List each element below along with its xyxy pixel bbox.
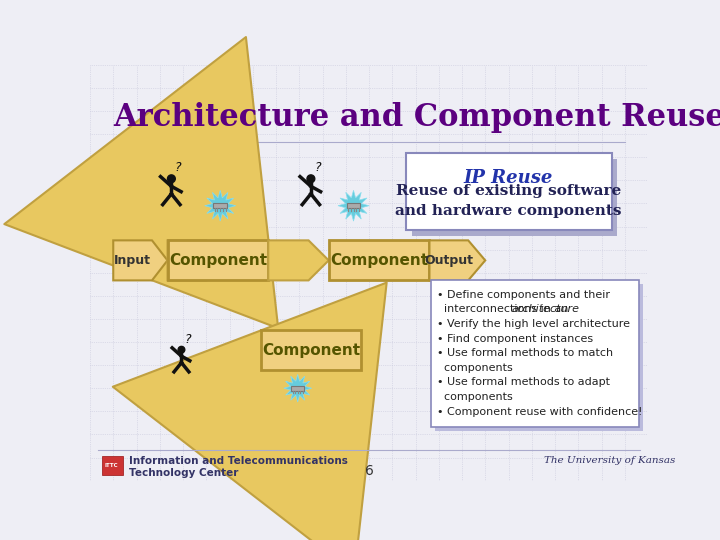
Text: Component: Component [330,253,428,268]
Text: ?: ? [314,161,320,174]
Text: IP Reuse: IP Reuse [464,168,553,187]
Polygon shape [269,240,329,280]
Text: Information and Telecommunications
Technology Center: Information and Telecommunications Techn… [129,456,348,477]
Polygon shape [429,240,485,280]
Text: • Use formal methods to match: • Use formal methods to match [437,348,613,358]
FancyBboxPatch shape [261,330,361,370]
Text: Input: Input [114,254,151,267]
FancyBboxPatch shape [406,153,611,231]
Text: components: components [437,392,513,402]
Polygon shape [113,240,168,280]
Text: components: components [437,363,513,373]
Polygon shape [204,190,235,221]
Text: interconnections in an: interconnections in an [437,304,572,314]
Text: architecture: architecture [512,304,580,314]
Text: Output: Output [424,254,473,267]
Polygon shape [102,456,122,475]
Text: Reuse of existing software
and hardware components: Reuse of existing software and hardware … [395,184,622,218]
Text: • Component reuse with confidence!: • Component reuse with confidence! [437,407,643,417]
Text: Component: Component [168,253,267,268]
Text: ITTC: ITTC [105,463,119,468]
FancyBboxPatch shape [431,280,639,427]
Text: Component: Component [262,343,360,358]
Text: ?: ? [175,161,181,174]
FancyBboxPatch shape [168,240,269,280]
Polygon shape [168,240,223,280]
FancyBboxPatch shape [329,240,429,280]
FancyBboxPatch shape [435,284,642,430]
Text: • Define components and their: • Define components and their [437,289,611,300]
FancyBboxPatch shape [292,386,304,390]
Circle shape [307,175,315,183]
FancyBboxPatch shape [213,203,228,208]
Circle shape [168,175,175,183]
Text: Architecture and Component Reuse: Architecture and Component Reuse [113,102,720,132]
Polygon shape [284,374,312,402]
Text: The University of Kansas: The University of Kansas [544,456,675,465]
Circle shape [178,346,185,353]
Text: • Find component instances: • Find component instances [437,334,593,343]
FancyBboxPatch shape [346,203,361,208]
Text: 6: 6 [364,464,374,478]
Polygon shape [338,190,369,221]
FancyBboxPatch shape [412,159,617,236]
Text: • Verify the high level architecture: • Verify the high level architecture [437,319,630,329]
Text: ?: ? [184,333,191,346]
Text: • Use formal methods to adapt: • Use formal methods to adapt [437,377,611,387]
